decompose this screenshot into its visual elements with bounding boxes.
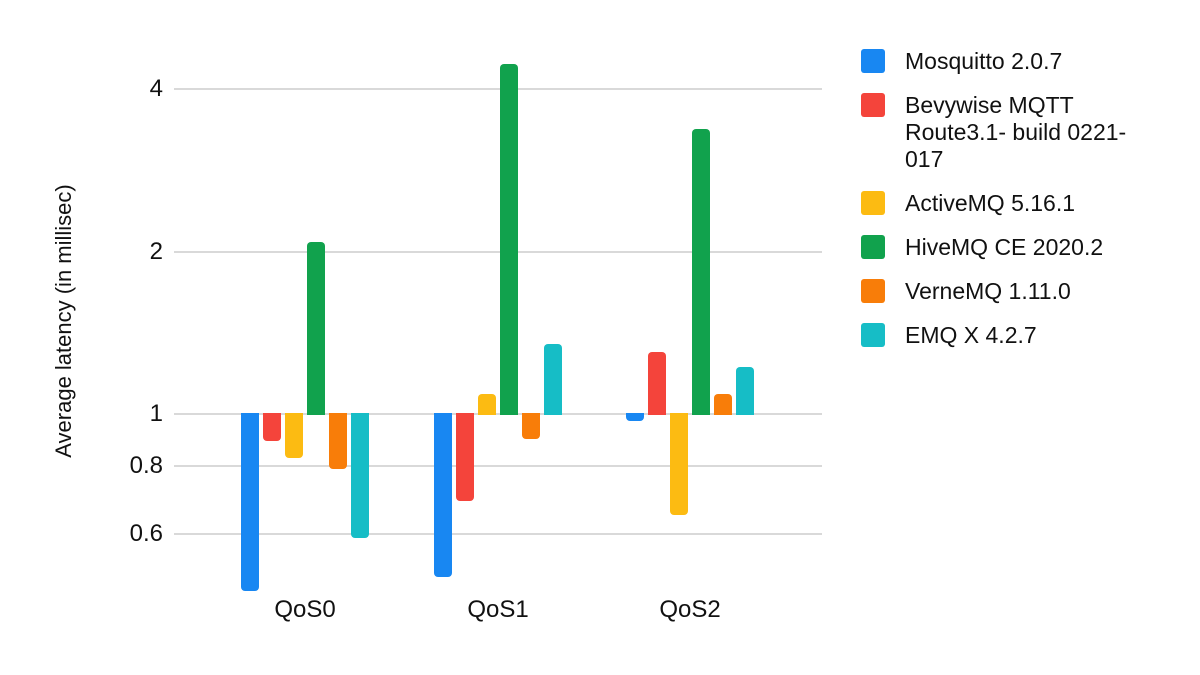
legend: Mosquitto 2.0.7 Bevywise MQTT Route3.1- b… — [861, 48, 1126, 349]
y-tick-label: 0.8 — [129, 452, 163, 480]
bar-qos2-series-0 — [626, 413, 644, 422]
legend-swatch — [861, 279, 885, 303]
legend-item-0: Mosquitto 2.0.7 — [861, 48, 1126, 75]
bar-qos0-series-4 — [329, 413, 347, 470]
bar-qos2-series-5 — [736, 367, 754, 415]
bar-qos0-series-3 — [307, 242, 325, 415]
bar-qos2-series-4 — [714, 393, 732, 415]
legend-swatch — [861, 191, 885, 215]
bar-qos1-series-0 — [434, 413, 452, 577]
legend-label: EMQ X 4.2.7 — [905, 322, 1037, 348]
bar-qos0-series-5 — [351, 413, 369, 538]
gridline — [174, 413, 822, 415]
y-tick-label: 1 — [149, 400, 163, 427]
legend-item-3: HiveMQ CE 2020.2 — [861, 234, 1126, 261]
legend-swatch — [861, 323, 885, 347]
legend-label: VerneMQ 1.11.0 — [905, 278, 1071, 304]
gridline — [174, 465, 822, 468]
x-axis-label: QoS2 — [659, 596, 721, 623]
legend-item-4: VerneMQ 1.11.0 — [861, 278, 1126, 305]
legend-swatch — [861, 49, 885, 73]
bar-qos1-series-5 — [544, 343, 562, 415]
legend-label: Bevywise MQTT Route3.1- build 0221- 017 — [905, 92, 1127, 172]
legend-label: Mosquitto 2.0.7 — [905, 48, 1063, 74]
legend-label: ActiveMQ 5.16.1 — [905, 190, 1076, 216]
legend-item-5: EMQ X 4.2.7 — [861, 322, 1126, 349]
y-tick-label: 0.6 — [129, 519, 163, 547]
bar-qos0-series-1 — [263, 413, 281, 442]
bar-qos1-series-2 — [478, 393, 496, 415]
legend-item-2: ActiveMQ 5.16.1 — [861, 190, 1126, 217]
gridline — [174, 532, 822, 535]
bar-qos2-series-1 — [648, 352, 666, 415]
plot-area: QoS0 QoS1 QoS2 — [174, 0, 822, 675]
legend-swatch — [861, 93, 885, 117]
bar-qos1-series-4 — [522, 413, 540, 439]
bar-qos0-series-2 — [285, 413, 303, 458]
y-tick-label: 2 — [149, 237, 163, 265]
x-axis-label: QoS1 — [467, 596, 529, 623]
legend-item-1: Bevywise MQTT Route3.1- build 0221- 017 — [861, 92, 1126, 173]
bar-qos0-series-0 — [241, 413, 259, 591]
gridline — [174, 88, 822, 90]
legend-swatch — [861, 235, 885, 259]
legend-label: HiveMQ CE 2020.2 — [905, 234, 1104, 260]
x-axis-label: QoS0 — [274, 596, 336, 623]
gridline — [174, 250, 822, 253]
bar-qos1-series-1 — [456, 413, 474, 501]
y-tick-label: 4 — [149, 75, 163, 102]
bar-qos2-series-2 — [670, 413, 688, 515]
bar-qos1-series-3 — [500, 64, 518, 415]
bar-qos2-series-3 — [692, 129, 710, 415]
